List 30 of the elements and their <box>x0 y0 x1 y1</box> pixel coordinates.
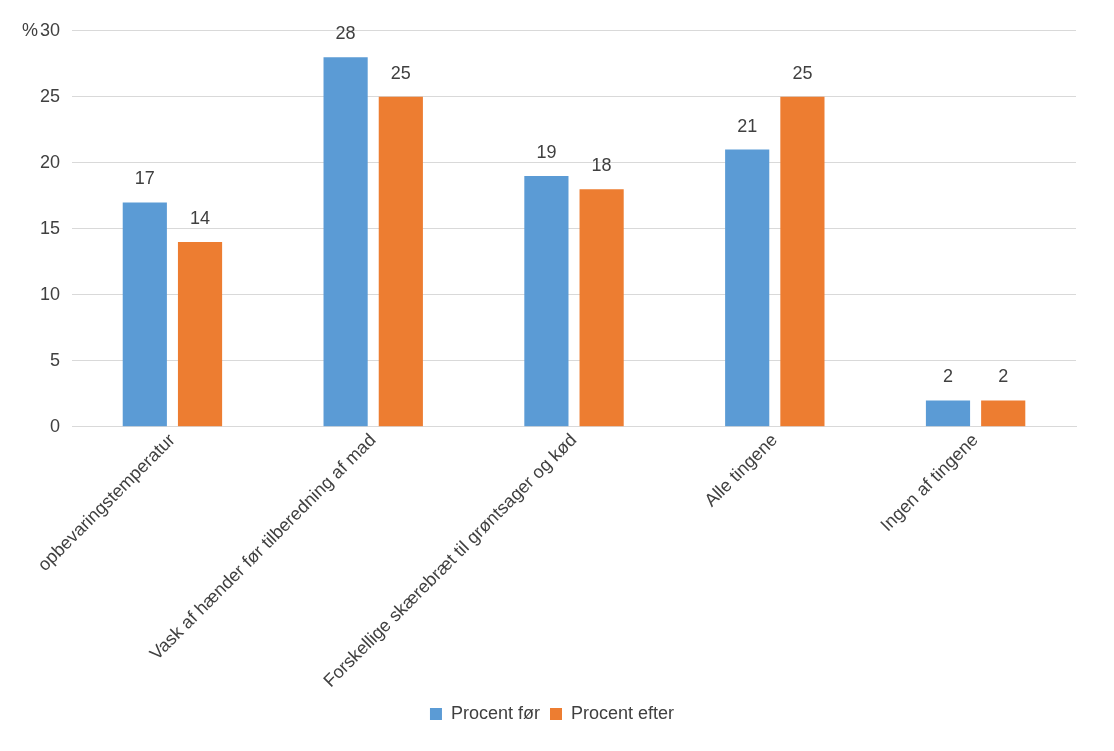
bar <box>925 400 971 427</box>
data-label: 14 <box>190 208 211 228</box>
y-tick-label: 5 <box>50 349 61 370</box>
data-label: 2 <box>942 366 953 387</box>
bar <box>177 242 223 427</box>
legend-label: Procent før <box>450 702 540 723</box>
y-tick-label: 10 <box>39 283 61 304</box>
data-label: 18 <box>591 155 612 176</box>
legend-label: Procent efter <box>570 702 675 723</box>
y-tick-label: 15 <box>39 217 61 238</box>
bar <box>524 176 569 427</box>
y-axis-title: % <box>22 19 39 40</box>
data-label: 2 <box>998 366 1009 387</box>
bar <box>725 149 770 427</box>
data-label: 25 <box>792 62 813 83</box>
data-label: 21 <box>737 115 758 136</box>
bar <box>122 202 167 427</box>
y-tick-label: 30 <box>39 19 61 40</box>
bar <box>981 400 1026 427</box>
bar <box>378 96 423 427</box>
data-label: 19 <box>536 141 557 162</box>
bar <box>780 96 825 427</box>
y-tick-label: 0 <box>50 415 61 436</box>
y-tick-label: 25 <box>39 85 61 106</box>
bar <box>579 189 624 427</box>
y-tick-label: 20 <box>39 151 61 172</box>
bar <box>323 57 368 427</box>
data-label: 25 <box>390 62 411 83</box>
data-label: 28 <box>335 23 356 44</box>
data-label: 17 <box>134 168 155 189</box>
